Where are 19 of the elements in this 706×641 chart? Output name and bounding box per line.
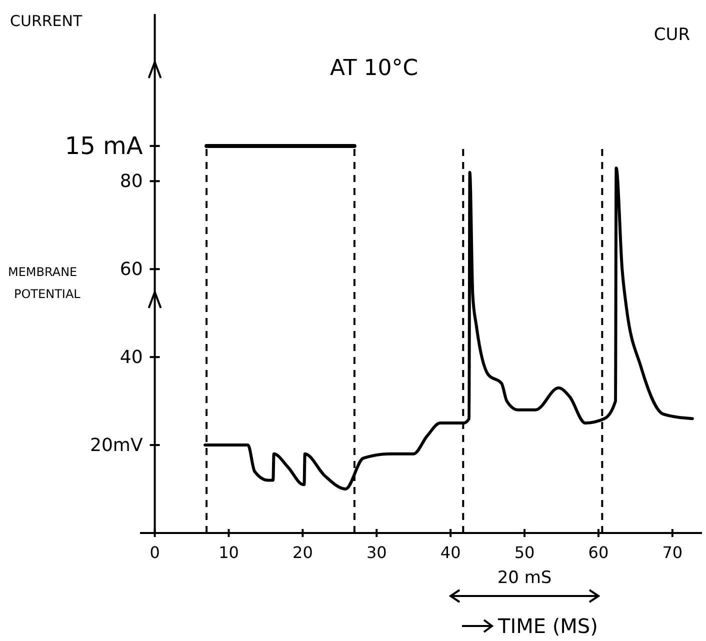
x-tick-label: 70 (662, 543, 683, 562)
x-tick-label: 40 (440, 543, 461, 562)
ref-line-label: 15 mA (64, 132, 144, 160)
text: 20 mS (497, 568, 552, 588)
y-tick-label: 40 (120, 346, 143, 368)
x-tick-label: 0 (150, 543, 160, 562)
x-tick-label: 10 (218, 543, 239, 562)
x-tick-label: 60 (588, 543, 609, 562)
y-tick-label: 20mV (90, 434, 144, 456)
y-tick-label: 80 (120, 170, 143, 192)
y-tick-label: 60 (120, 258, 143, 280)
annotation: CUR (654, 25, 690, 45)
text: AT 10°C (330, 56, 418, 81)
x-tick-label: 30 (366, 543, 387, 562)
x-tick-label: 50 (514, 543, 535, 562)
x-axis-title: TIME (MS) (497, 614, 598, 638)
x-tick-label: 20 (292, 543, 313, 562)
y-axis-title: MEMBRANE POTENTIAL (8, 265, 81, 301)
y2-axis-title: CURRENT (10, 12, 83, 30)
